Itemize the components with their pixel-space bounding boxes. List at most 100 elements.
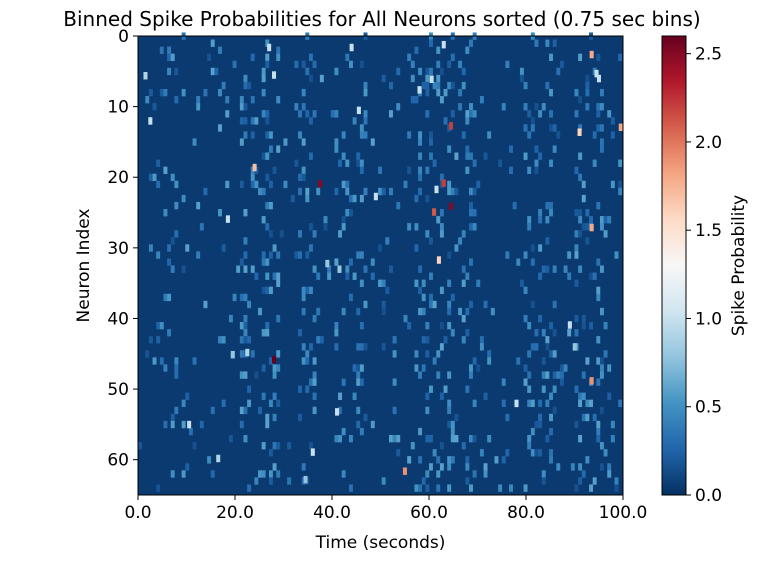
heatmap-cell bbox=[283, 138, 288, 146]
heatmap-cell bbox=[469, 201, 473, 210]
heatmap-cell bbox=[505, 413, 510, 422]
heatmap-cell bbox=[359, 166, 364, 174]
heatmap-cell bbox=[308, 244, 313, 252]
heatmap-cell bbox=[469, 223, 473, 231]
heatmap-cell bbox=[461, 265, 466, 273]
heatmap-cell bbox=[218, 124, 222, 132]
heatmap-cell bbox=[334, 258, 339, 266]
heatmap-cell bbox=[298, 131, 302, 139]
heatmap-cell bbox=[458, 237, 463, 245]
heatmap-cell bbox=[592, 477, 597, 485]
heatmap-cell bbox=[261, 258, 266, 266]
heatmap-cell bbox=[530, 427, 535, 436]
heatmap-cell bbox=[301, 88, 306, 97]
heatmap-cell bbox=[527, 371, 532, 379]
heatmap-cell bbox=[465, 456, 470, 464]
heatmap-cell bbox=[261, 329, 266, 337]
heatmap-cell bbox=[363, 81, 368, 90]
heatmap-cell bbox=[585, 399, 590, 408]
heatmap-cell bbox=[436, 456, 441, 464]
heatmap-cell bbox=[450, 434, 455, 443]
heatmap-cell bbox=[472, 434, 477, 443]
heatmap-cell bbox=[181, 265, 186, 273]
heatmap-cell bbox=[410, 60, 415, 69]
heatmap-cell bbox=[323, 223, 328, 231]
heatmap-cell bbox=[556, 67, 561, 76]
heatmap-cell bbox=[567, 329, 572, 337]
heatmap-cell bbox=[388, 81, 393, 90]
heatmap-cell bbox=[596, 124, 601, 132]
heatmap-cell bbox=[185, 463, 190, 471]
heatmap-cell bbox=[301, 343, 306, 351]
heatmap-cell bbox=[243, 117, 248, 125]
heatmap-cell bbox=[461, 336, 466, 344]
heatmap-cell bbox=[527, 110, 532, 118]
heatmap-cell bbox=[458, 307, 463, 316]
heatmap-cell bbox=[239, 96, 244, 104]
heatmap-cell bbox=[298, 173, 302, 182]
heatmap-cell bbox=[552, 371, 557, 379]
heatmap-cell bbox=[359, 321, 364, 330]
heatmap-cell bbox=[388, 110, 393, 118]
heatmap-cell bbox=[610, 180, 615, 189]
heatmap-cell bbox=[239, 420, 244, 429]
heatmap-cell bbox=[534, 159, 539, 167]
heatmap-cell-notable bbox=[596, 74, 601, 83]
heatmap-cell bbox=[418, 187, 423, 196]
heatmap-cell bbox=[239, 117, 244, 125]
heatmap-cell bbox=[359, 343, 364, 351]
heatmap-cell bbox=[221, 336, 226, 344]
heatmap-cell bbox=[479, 343, 484, 351]
heatmap-cell bbox=[312, 314, 317, 323]
heatmap-cell bbox=[334, 329, 339, 337]
heatmap-cell bbox=[250, 180, 255, 189]
heatmap-cell bbox=[527, 399, 532, 408]
heatmap-cell bbox=[261, 364, 266, 372]
heatmap-cell bbox=[472, 399, 477, 408]
heatmap-cell bbox=[563, 364, 568, 372]
heatmap-cell bbox=[345, 272, 350, 280]
heatmap-cell bbox=[265, 53, 270, 62]
heatmap-cell bbox=[418, 286, 423, 295]
heatmap-cell bbox=[203, 300, 208, 309]
heatmap-cell bbox=[585, 209, 590, 217]
heatmap-cell-notable bbox=[441, 40, 446, 49]
heatmap-cell bbox=[596, 110, 601, 118]
heatmap-cell bbox=[552, 39, 557, 47]
heatmap-cell bbox=[581, 321, 586, 330]
heatmap-cell bbox=[465, 477, 470, 485]
heatmap-cell bbox=[341, 131, 346, 139]
heatmap-cell bbox=[545, 343, 550, 351]
heatmap-cell bbox=[603, 216, 608, 224]
heatmap-cell bbox=[581, 413, 586, 422]
heatmap-cell bbox=[319, 336, 324, 344]
heatmap-cell-notable bbox=[318, 180, 323, 188]
heatmap-cell bbox=[432, 449, 437, 457]
heatmap-cell bbox=[334, 434, 339, 443]
heatmap-cell bbox=[261, 187, 266, 196]
heatmap-cell bbox=[541, 265, 546, 273]
heatmap-cell bbox=[578, 124, 583, 132]
heatmap-cell bbox=[305, 385, 310, 393]
heatmap-cell bbox=[381, 300, 386, 309]
heatmap-cell-notable bbox=[618, 123, 623, 132]
heatmap-cell bbox=[527, 350, 532, 358]
heatmap-cell bbox=[610, 420, 615, 429]
heatmap-cell bbox=[461, 67, 466, 76]
heatmap-cell bbox=[436, 484, 441, 492]
heatmap-cell-notable bbox=[310, 448, 315, 456]
heatmap-cell bbox=[425, 406, 430, 415]
heatmap-cell bbox=[450, 293, 455, 302]
heatmap-cell bbox=[196, 96, 201, 104]
heatmap-cell bbox=[534, 343, 539, 351]
heatmap-cell bbox=[545, 265, 550, 273]
heatmap-cell bbox=[527, 223, 532, 231]
heatmap-cell bbox=[308, 442, 313, 450]
heatmap-cell bbox=[476, 364, 481, 372]
heatmap-cell bbox=[250, 53, 255, 62]
heatmap-cell bbox=[509, 145, 513, 153]
heatmap-cell bbox=[447, 307, 452, 316]
heatmap-cell bbox=[523, 152, 528, 160]
colorbar-label: Spike Probability bbox=[729, 195, 749, 336]
heatmap-cell bbox=[549, 88, 553, 97]
